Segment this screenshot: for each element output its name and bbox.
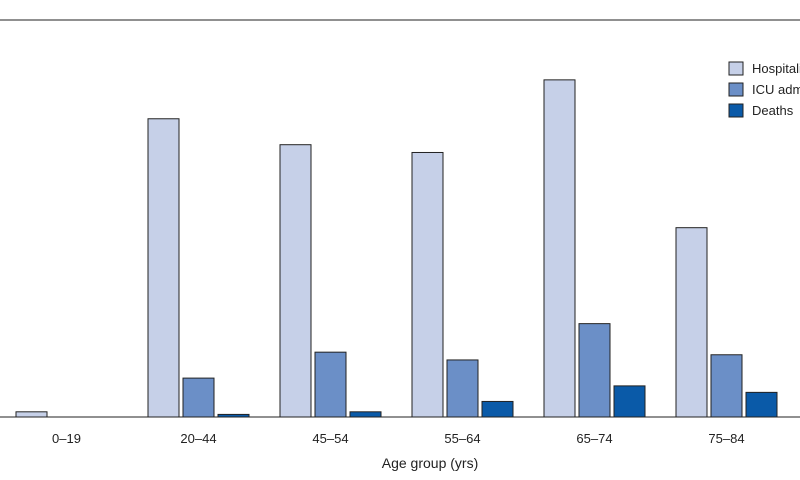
legend-label: ICU admissions xyxy=(752,82,800,97)
x-tick-label: 55–64 xyxy=(444,431,480,446)
bar-deaths-5 xyxy=(745,391,778,418)
bar-icu-admissions-3 xyxy=(446,359,479,418)
legend-label: Deaths xyxy=(752,103,794,118)
bar-hospitalizations-4 xyxy=(543,79,576,418)
bar-icu-admissions-5 xyxy=(710,354,743,418)
legend-swatch xyxy=(728,82,744,97)
legend-swatch xyxy=(728,103,744,118)
bar-icu-admissions-2 xyxy=(314,351,347,418)
bars-group xyxy=(15,79,778,418)
x-axis-title: Age group (yrs) xyxy=(382,455,478,471)
bar-deaths-3 xyxy=(481,400,514,418)
x-tick-label: 75–84 xyxy=(708,431,744,446)
x-tick-label: 65–74 xyxy=(576,431,612,446)
bar-hospitalizations-0 xyxy=(15,411,48,418)
legend: Hospitalizations ICU admissions Deaths xyxy=(728,61,800,118)
bar-icu-admissions-1 xyxy=(182,377,215,418)
x-tick-label: 45–54 xyxy=(312,431,348,446)
bar-icu-admissions-4 xyxy=(578,323,611,418)
legend-label: Hospitalizations xyxy=(752,61,800,76)
bar-hospitalizations-3 xyxy=(411,151,444,418)
legend-swatch xyxy=(728,61,744,76)
bar-hospitalizations-5 xyxy=(675,227,708,418)
bar-deaths-2 xyxy=(349,411,382,418)
x-tick-label: 0–19 xyxy=(52,431,81,446)
bar-hospitalizations-1 xyxy=(147,118,180,418)
x-tick-label: 20–44 xyxy=(180,431,216,446)
bar-hospitalizations-2 xyxy=(279,144,312,418)
bar-deaths-4 xyxy=(613,385,646,418)
